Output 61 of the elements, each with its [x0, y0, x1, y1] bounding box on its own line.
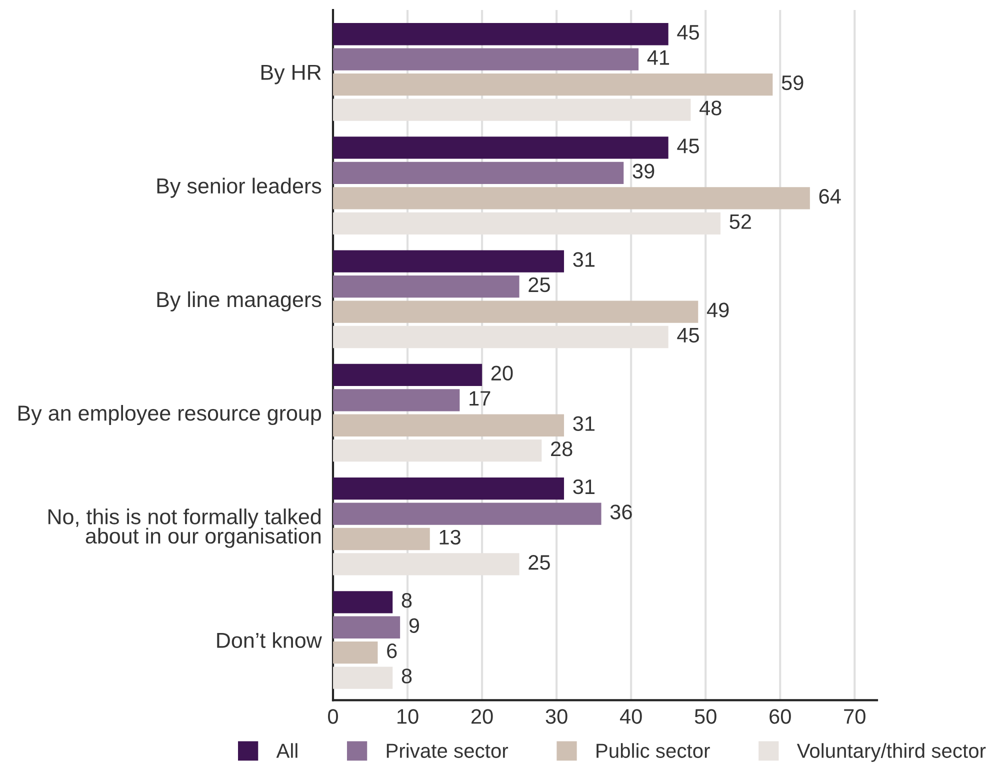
y-tick-label: By senior leaders: [157, 178, 322, 198]
bar: [333, 73, 773, 96]
data-label: 13: [440, 530, 460, 545]
data-label: 64: [819, 189, 841, 204]
data-label: 8: [402, 668, 412, 684]
bar: [333, 502, 602, 525]
y-tick-label: No, this is not formally talked about in our organisation: [48, 508, 321, 548]
data-label: 6: [387, 643, 397, 658]
x-tick-label: 20: [472, 709, 493, 724]
data-label: 25: [528, 555, 550, 570]
data-label: 41: [647, 50, 670, 65]
x-tick-label: 50: [694, 709, 716, 724]
data-label: 49: [706, 302, 729, 318]
legend-label: All: [276, 743, 298, 758]
legend-label: Public sector: [596, 743, 710, 758]
data-label: 36: [610, 504, 632, 520]
x-tick-label: 60: [770, 709, 791, 724]
legend-label: Voluntary/third sector: [796, 743, 986, 762]
bar: [333, 414, 564, 436]
bar: [333, 642, 378, 664]
bar: [333, 23, 668, 46]
data-label: 8: [402, 593, 412, 608]
bar: [333, 477, 564, 500]
data-label: 52: [730, 214, 751, 229]
bar: [333, 389, 460, 412]
data-label: 17: [470, 391, 490, 406]
data-label: 31: [573, 479, 595, 494]
bar: [333, 616, 400, 638]
data-label: 28: [551, 441, 572, 456]
data-label: 48: [700, 100, 722, 116]
data-label: 25: [528, 277, 550, 292]
data-label: 59: [782, 75, 804, 90]
x-tick-label: 70: [844, 709, 866, 724]
data-label: 45: [677, 328, 699, 343]
y-tick-label: By HR: [261, 64, 321, 84]
bar: [333, 187, 810, 210]
x-tick-label: 10: [398, 709, 418, 724]
bar: [333, 666, 393, 689]
x-tick-label: 40: [620, 709, 642, 724]
y-tick-label: By an employee resource group: [18, 404, 322, 426]
data-label: 20: [491, 366, 513, 381]
data-label: 31: [573, 252, 595, 267]
y-tick-label: Don’t know: [217, 632, 322, 648]
bar: [333, 48, 639, 70]
data-label: 9: [409, 618, 419, 633]
bar: [333, 250, 564, 272]
y-tick-label: By line managers: [157, 291, 322, 312]
data-label: 45: [677, 25, 699, 40]
bar: [333, 364, 482, 386]
x-tick-label: 0: [328, 709, 338, 724]
data-label: 45: [677, 138, 699, 154]
x-tick-label: 30: [546, 709, 568, 724]
data-label: 39: [632, 164, 654, 179]
data-label: 31: [573, 416, 595, 431]
bar: [333, 300, 698, 323]
bar: [333, 275, 520, 298]
bar: [333, 591, 393, 614]
bar: [333, 528, 430, 550]
legend-label: Private sector: [386, 743, 508, 758]
bar: [333, 162, 624, 184]
bar: [333, 136, 668, 159]
